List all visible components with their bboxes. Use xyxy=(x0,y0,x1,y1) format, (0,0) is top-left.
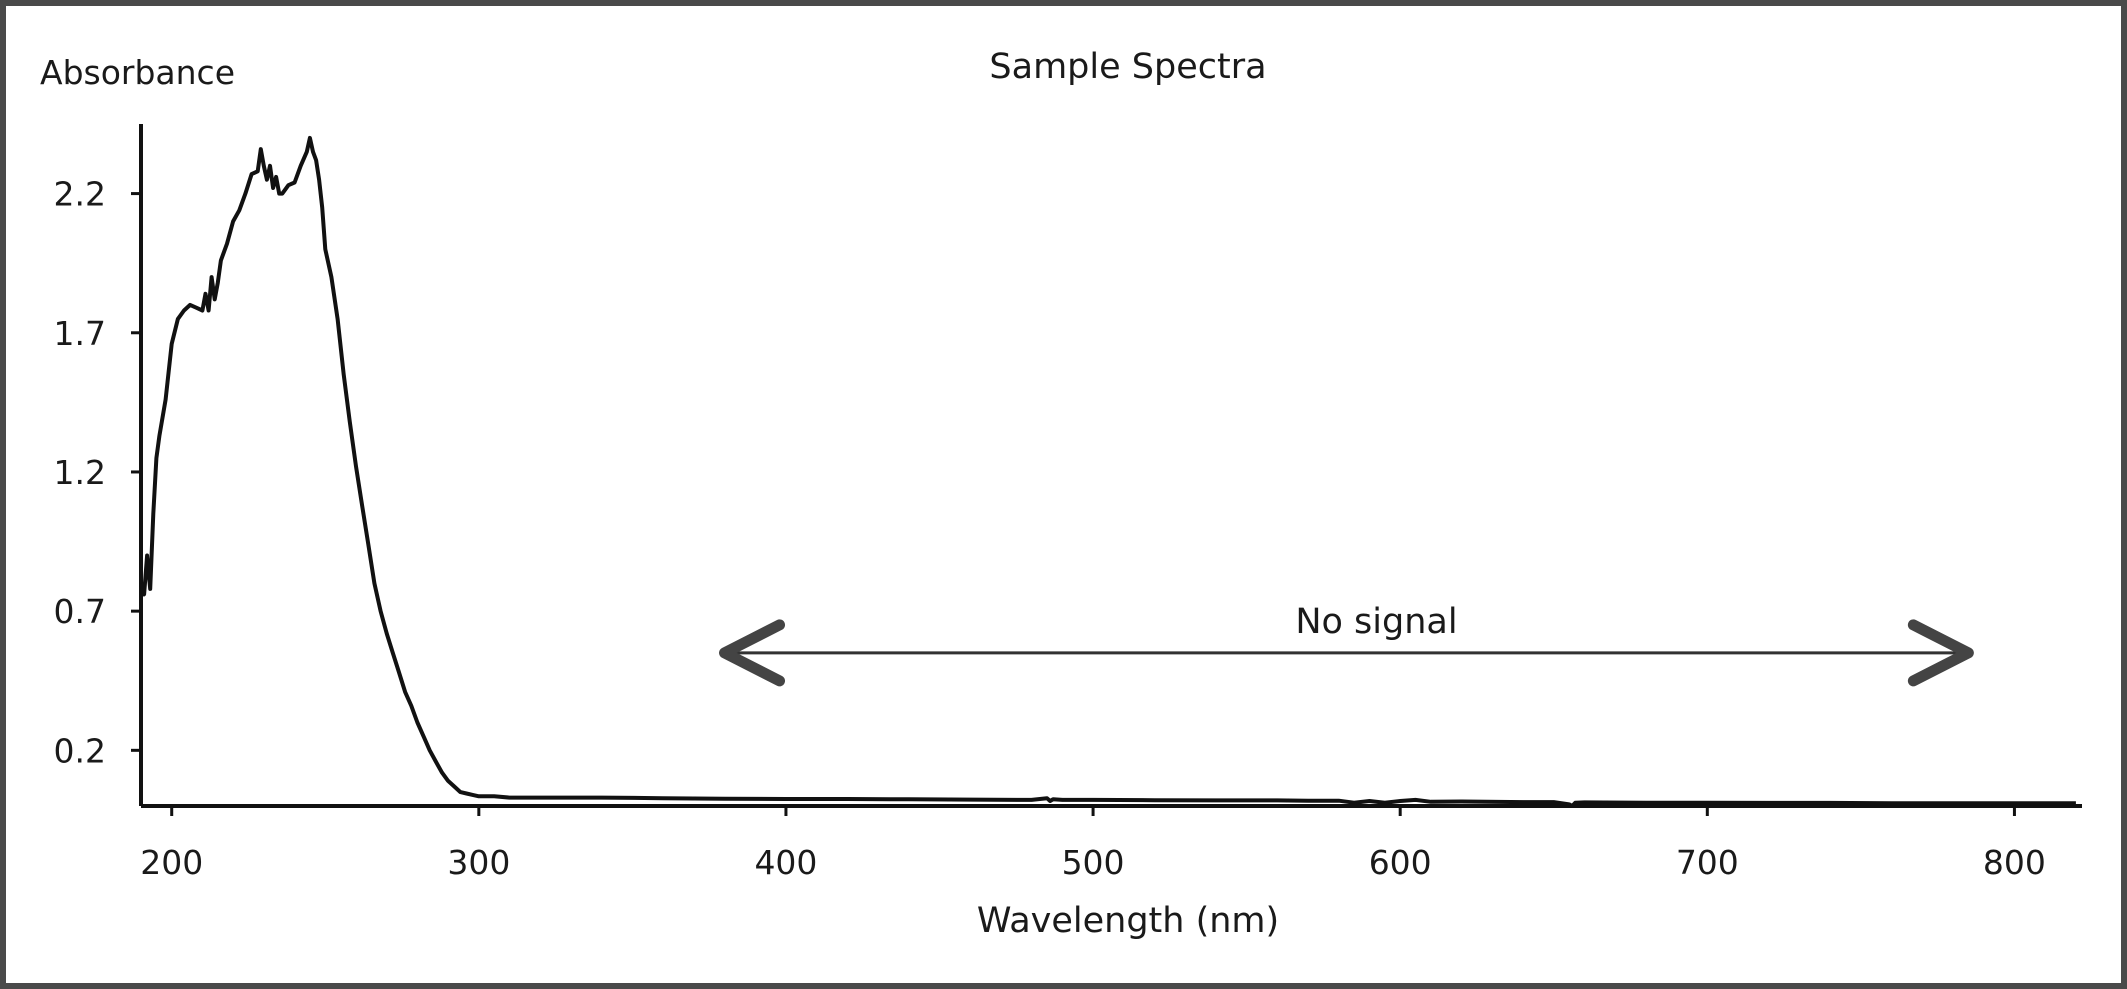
y-tick-label: 1.7 xyxy=(54,314,106,353)
no-signal-annotation: No signal xyxy=(719,602,1974,687)
left-arrowhead-icon xyxy=(719,619,786,687)
spectrum-line xyxy=(139,135,2076,808)
x-tick-label: 400 xyxy=(754,843,817,882)
y-tick-label: 2.2 xyxy=(54,175,106,214)
y-tick-label: 0.2 xyxy=(54,731,106,770)
x-tick-label: 200 xyxy=(140,843,203,882)
x-tick-label: 300 xyxy=(447,843,510,882)
axes xyxy=(139,124,2082,808)
y-axis-label: Absorbance xyxy=(40,53,235,92)
x-ticks: 200 300 400 500 600 700 800 xyxy=(140,806,2046,882)
chart-title: Sample Spectra xyxy=(989,47,1266,87)
annotation-label: No signal xyxy=(1295,602,1457,642)
x-tick-label: 700 xyxy=(1676,843,1739,882)
right-arrowhead-icon xyxy=(1907,619,1974,687)
y-tick-label: 1.2 xyxy=(54,453,106,492)
y-tick-label: 0.7 xyxy=(54,592,106,631)
x-tick-label: 600 xyxy=(1369,843,1432,882)
x-tick-label: 800 xyxy=(1983,843,2046,882)
spectrum-chart: Sample Spectra Absorbance Wavelength (nm… xyxy=(40,47,2082,941)
y-ticks: 0.2 0.7 1.2 1.7 2.2 xyxy=(54,175,141,770)
x-tick-label: 500 xyxy=(1062,843,1125,882)
x-axis-label: Wavelength (nm) xyxy=(977,901,1279,941)
